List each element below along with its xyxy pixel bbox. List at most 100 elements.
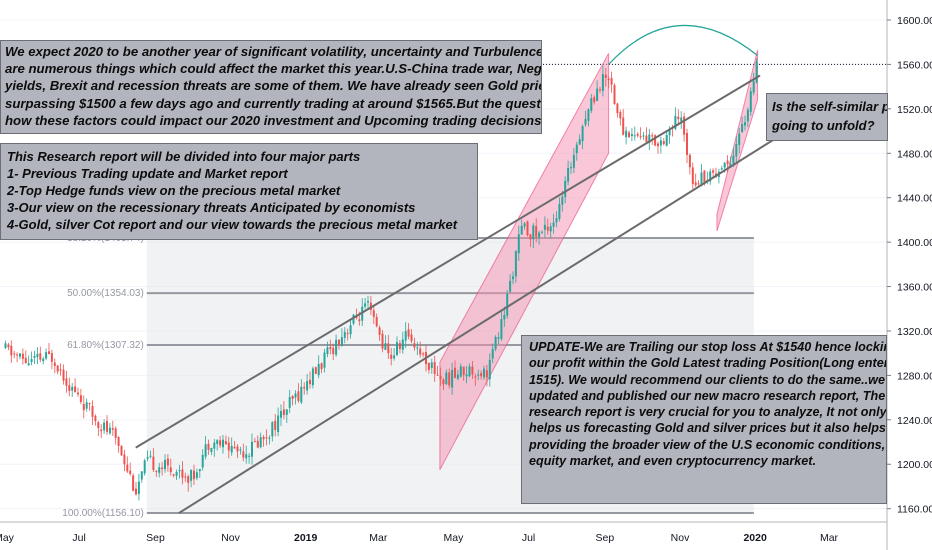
candle-body bbox=[340, 337, 343, 346]
candle-body bbox=[390, 354, 393, 359]
trend-channel bbox=[135, 74, 780, 514]
candle-body bbox=[477, 374, 480, 376]
price-tick-label: 1320.00 bbox=[897, 326, 932, 338]
candle-body bbox=[242, 451, 245, 458]
intro-annotation: We expect 2020 to be another year of sig… bbox=[0, 40, 542, 134]
candle-body bbox=[137, 481, 140, 495]
candle-body bbox=[445, 372, 448, 385]
time-tick-label: Mar bbox=[369, 532, 388, 544]
candle-body bbox=[393, 355, 396, 359]
candle-body bbox=[674, 115, 677, 129]
candle-body bbox=[749, 91, 752, 112]
candle-body bbox=[500, 319, 503, 339]
candle-body bbox=[532, 225, 535, 240]
candle-body bbox=[471, 366, 474, 375]
candle-body bbox=[230, 445, 233, 453]
annotation-line: helps us forecasting Gold and silver pri… bbox=[529, 421, 887, 436]
time-axis: May Jul Sep Nov 2019 Mar May Jul Sep Nov 2020 Mar bbox=[0, 521, 887, 544]
candle-body bbox=[657, 143, 659, 147]
candle-body bbox=[24, 357, 27, 364]
candle-body bbox=[427, 362, 430, 370]
candle-body bbox=[332, 347, 335, 355]
candle-body bbox=[732, 155, 735, 164]
annotation-line: UPDATE-We are Trailing our stop loss At … bbox=[529, 340, 887, 354]
candle-body bbox=[123, 454, 126, 465]
candle-body bbox=[645, 135, 648, 142]
candle-body bbox=[251, 441, 253, 457]
candle-body bbox=[314, 367, 317, 374]
candle-body bbox=[216, 440, 219, 444]
candle-body bbox=[581, 126, 584, 142]
candle-body bbox=[210, 447, 213, 452]
annotation-line: We expect 2020 to be another year of sig… bbox=[5, 44, 542, 59]
candle-body bbox=[291, 395, 294, 399]
candle-body bbox=[558, 204, 561, 219]
candle-body bbox=[248, 455, 251, 457]
candle-body bbox=[219, 440, 222, 446]
candle-body bbox=[117, 436, 120, 446]
candle-body bbox=[662, 141, 665, 145]
candle-body bbox=[465, 374, 468, 377]
candle-body bbox=[129, 470, 132, 475]
candle-body bbox=[195, 472, 198, 479]
candle-body bbox=[744, 122, 746, 126]
candle-body bbox=[387, 343, 390, 354]
candle-body bbox=[100, 429, 103, 432]
candle-body bbox=[135, 488, 137, 495]
question-annotation: Is the self-similar pat going to unfold? bbox=[766, 93, 888, 141]
candle-body bbox=[193, 470, 195, 480]
time-tick-label: May bbox=[0, 532, 15, 544]
candle-body bbox=[520, 225, 523, 235]
candle-body bbox=[439, 375, 442, 380]
candle-body bbox=[535, 226, 538, 237]
candle-body bbox=[683, 116, 686, 135]
candle-body bbox=[610, 77, 613, 85]
candle-body bbox=[106, 420, 108, 432]
candle-body bbox=[741, 123, 744, 133]
candle-body bbox=[546, 226, 549, 231]
candle-body bbox=[198, 469, 201, 472]
candle-body bbox=[619, 111, 622, 119]
candle-body bbox=[755, 61, 758, 83]
candle-body bbox=[570, 167, 572, 169]
candle-body bbox=[164, 459, 166, 470]
candle-body bbox=[59, 369, 62, 371]
candle-body bbox=[77, 392, 79, 395]
candle-body bbox=[372, 310, 375, 317]
candle-body bbox=[398, 343, 401, 350]
candle-body bbox=[146, 456, 149, 459]
candle-body bbox=[268, 437, 271, 439]
candle-body bbox=[256, 440, 259, 448]
pink-channels bbox=[439, 49, 759, 471]
candle-body bbox=[103, 422, 106, 431]
candle-body bbox=[451, 369, 454, 388]
candle-body bbox=[39, 353, 42, 360]
candle-body bbox=[262, 436, 265, 440]
candle-body bbox=[285, 409, 288, 415]
price-tick-label: 1600.00 bbox=[897, 15, 932, 27]
candle-body bbox=[381, 333, 384, 349]
candle-body bbox=[329, 347, 332, 350]
candle-body bbox=[166, 458, 169, 466]
candle-body bbox=[494, 336, 497, 350]
candle-body bbox=[549, 226, 552, 232]
candle-body bbox=[430, 362, 433, 368]
pink-channel bbox=[716, 49, 759, 232]
candle-body bbox=[343, 331, 346, 338]
candle-body bbox=[114, 428, 117, 438]
candle-body bbox=[224, 441, 227, 445]
candle-body bbox=[575, 144, 578, 154]
time-tick-label: Nov bbox=[221, 532, 240, 544]
candle-body bbox=[628, 132, 630, 138]
candle-body bbox=[607, 78, 610, 81]
annotation-line: providing the broader view of the U.S ec… bbox=[529, 437, 886, 452]
candle-body bbox=[19, 353, 21, 357]
pink-channel bbox=[439, 53, 610, 471]
candle-body bbox=[488, 359, 491, 380]
price-tick-label: 1360.00 bbox=[897, 282, 932, 294]
candle-body bbox=[56, 365, 59, 372]
annotation-line: 1- Previous Trading update and Market re… bbox=[7, 166, 288, 181]
candle-body bbox=[738, 133, 741, 145]
candle-body bbox=[543, 224, 546, 230]
candle-body bbox=[720, 168, 723, 170]
